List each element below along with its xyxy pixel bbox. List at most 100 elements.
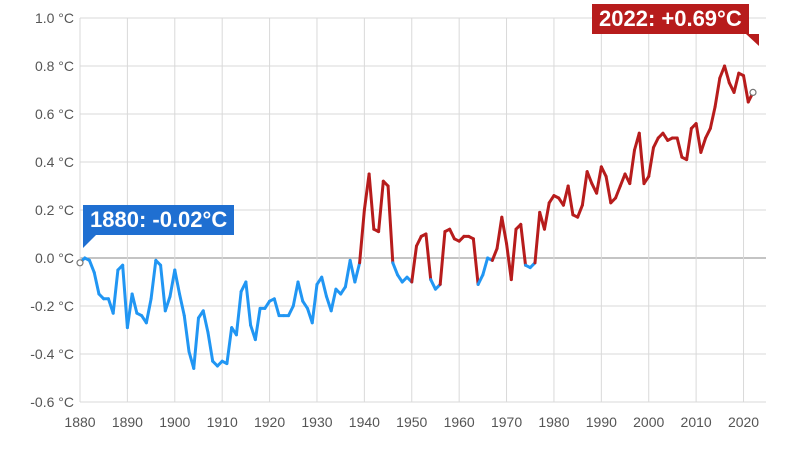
series-segment xyxy=(471,237,480,286)
series-segment xyxy=(244,280,253,327)
y-tick-label: -0.4 °C xyxy=(30,346,74,362)
series-segment xyxy=(533,210,542,265)
callout-start-annotation: 1880: -0.02°C xyxy=(83,205,235,235)
series-segment xyxy=(713,76,722,109)
x-tick-label: 1920 xyxy=(254,414,285,430)
series-segment xyxy=(595,165,603,195)
series-segment xyxy=(163,294,172,313)
series-segment xyxy=(429,278,437,291)
y-tick-label: -0.2 °C xyxy=(30,298,74,314)
x-tick-label: 1900 xyxy=(159,414,190,430)
endpoint-markers xyxy=(76,34,759,267)
series-segment xyxy=(704,126,712,140)
series-segment xyxy=(130,292,139,315)
series-segment xyxy=(173,268,182,296)
series-segment xyxy=(111,268,120,315)
series-segment xyxy=(149,258,158,301)
series-segment xyxy=(410,244,418,284)
series-segment xyxy=(125,292,134,330)
y-tick-label: 0.4 °C xyxy=(35,154,74,170)
series-segment xyxy=(424,232,433,282)
series-segment xyxy=(225,326,234,366)
series-segment xyxy=(178,292,186,318)
callout-end-pointer xyxy=(746,34,759,46)
y-tick-label: 0.2 °C xyxy=(35,202,74,218)
series-segment xyxy=(367,172,376,231)
series-segment xyxy=(604,174,613,205)
series-segment xyxy=(201,309,210,334)
series-segment xyxy=(618,172,627,188)
series-segment xyxy=(481,256,490,277)
series-segment xyxy=(675,136,684,159)
x-tick-label: 1980 xyxy=(538,414,569,430)
x-tick-label: 2010 xyxy=(681,414,712,430)
series-segment xyxy=(234,290,243,337)
series-segment xyxy=(580,170,589,207)
series-segment xyxy=(206,330,215,363)
series-segment xyxy=(320,275,328,298)
series-segment xyxy=(732,71,741,94)
callout-end-annotation: 2022: +0.69°C xyxy=(592,4,749,34)
series-segment xyxy=(272,297,281,318)
series-segment xyxy=(742,74,750,104)
y-tick-label: 1.0 °C xyxy=(35,10,74,26)
series-segment xyxy=(476,273,485,286)
x-tick-label: 1940 xyxy=(349,414,380,430)
series-segment xyxy=(490,246,499,262)
y-tick-label: -0.6 °C xyxy=(30,394,74,410)
callout-start-pointer xyxy=(83,235,96,248)
series-segment xyxy=(386,184,395,265)
x-tick-label: 1910 xyxy=(207,414,238,430)
series-segment xyxy=(699,136,708,154)
x-tick-label: 2020 xyxy=(728,414,759,430)
series-segment xyxy=(415,234,423,248)
series-segment xyxy=(121,263,129,330)
x-tick-label: 1970 xyxy=(491,414,522,430)
series-segment xyxy=(566,184,575,217)
series-segment xyxy=(253,306,262,342)
series-segment xyxy=(87,258,96,274)
y-tick-label: 0.6 °C xyxy=(35,106,74,122)
x-tick-label: 1960 xyxy=(444,414,475,430)
series-segment xyxy=(585,170,594,186)
series-segment xyxy=(438,230,447,286)
series-segment xyxy=(694,122,703,154)
series-segment xyxy=(159,263,167,313)
series-segment xyxy=(343,258,352,289)
x-tick-label: 1890 xyxy=(112,414,143,430)
x-tick-label: 2000 xyxy=(633,414,664,430)
series-segment xyxy=(708,105,717,130)
temperature-series xyxy=(78,64,755,370)
series-segment xyxy=(391,261,400,277)
y-tick-label: 0.0 °C xyxy=(35,250,74,266)
series-segment xyxy=(519,222,528,267)
series-segment xyxy=(192,316,200,370)
series-segment xyxy=(614,184,622,200)
series-segment xyxy=(168,268,177,298)
series-segment xyxy=(637,131,646,186)
series-segment xyxy=(144,297,153,325)
series-segment xyxy=(448,227,456,241)
series-segment xyxy=(353,261,362,284)
endpoint-marker-end xyxy=(749,88,757,97)
series-segment xyxy=(348,258,357,284)
x-tick-label: 1930 xyxy=(301,414,332,430)
series-segment xyxy=(647,146,655,178)
series-segment xyxy=(291,280,300,308)
series-segment xyxy=(495,215,504,250)
series-segment xyxy=(542,201,551,231)
series-segment xyxy=(685,126,693,162)
series-segment xyxy=(92,270,101,296)
series-segment xyxy=(576,203,584,219)
x-tick-label: 1880 xyxy=(64,414,95,430)
series-segment xyxy=(358,208,366,265)
series-segment xyxy=(509,227,518,282)
x-tick-label: 1950 xyxy=(396,414,427,430)
series-segment xyxy=(723,64,731,85)
y-tick-label: 0.8 °C xyxy=(35,58,74,74)
series-segment xyxy=(628,148,637,186)
series-segment xyxy=(287,304,295,318)
series-segment xyxy=(329,287,338,313)
series-segment xyxy=(500,215,509,246)
endpoint-marker-start xyxy=(76,259,84,267)
